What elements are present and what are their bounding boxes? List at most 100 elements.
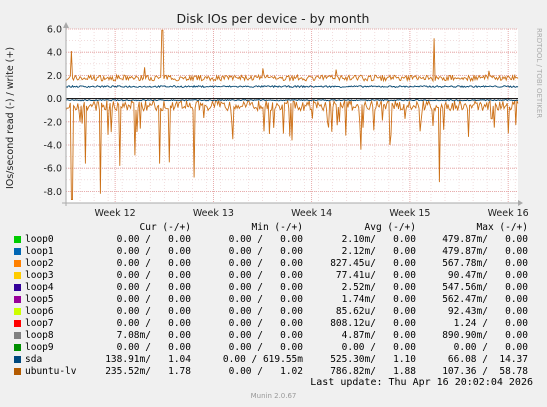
legend-label: loop9 xyxy=(25,342,54,353)
y-tick-labels: -8.0 -6.0 -4.0 -2.0 0.0 2.0 4.0 6.0 xyxy=(43,25,62,198)
legend-row-loop1: loop1 0.00 / 0.00 0.00 / 0.00 2.12m/ 0.00 47… xyxy=(14,246,534,258)
legend-min-value: 0.00 / 0.00 xyxy=(228,342,303,353)
legend-min-value: 0.00 / 0.00 xyxy=(228,258,303,269)
legend-label: loop3 xyxy=(25,270,54,281)
y-tick-label: 6.0 xyxy=(47,25,62,36)
header-avg: Avg (-/+) xyxy=(364,222,416,233)
series-sda-read xyxy=(65,99,519,102)
x-tick-label: Week 15 xyxy=(389,208,430,219)
legend-min-value: 0.00 / 0.00 xyxy=(228,246,303,257)
legend: Cur (-/+) Min (-/+) Avg (-/+) Max (-/+) … xyxy=(14,222,534,378)
legend-avg-value: 4.87m/ 0.00 xyxy=(341,330,416,341)
legend-min-value: 0.00 / 0.00 xyxy=(228,234,303,245)
legend-label: loop2 xyxy=(25,258,54,269)
rrdtool-credit: RRDTOOL / TOBI OETIKER xyxy=(535,28,543,118)
legend-max-value: 107.36 / 58.78 xyxy=(442,366,528,377)
legend-min-value: 0.00 / 1.02 xyxy=(228,366,303,377)
y-tick-label: -2.0 xyxy=(43,117,62,128)
legend-avg-value: 2.10m/ 0.00 xyxy=(341,234,416,245)
x-tick-label: Week 13 xyxy=(193,208,234,219)
series-ubuntu-lv-write xyxy=(65,29,519,83)
chart: Disk IOs per device - by month IOs/secon… xyxy=(5,11,543,219)
legend-avg-value: 1.74m/ 0.00 xyxy=(341,294,416,305)
x-tick-label: Week 16 xyxy=(488,208,529,219)
legend-cur-value: 138.91m/ 1.04 xyxy=(105,354,191,365)
legend-avg-value: 85.62u/ 0.00 xyxy=(335,306,416,317)
y-tick-label: 0.0 xyxy=(47,94,62,105)
legend-max-value: 92.43m/ 0.00 xyxy=(447,306,528,317)
legend-row-sda: sda 138.91m/ 1.04 0.00 / 619.55m 525.30m/ 1… xyxy=(14,354,534,366)
legend-label: loop6 xyxy=(25,306,54,317)
y-tick-label: 2.0 xyxy=(47,71,62,82)
series-sda-write xyxy=(65,84,519,89)
x-tick-label: Week 12 xyxy=(95,208,136,219)
chart-title: Disk IOs per device - by month xyxy=(177,11,370,26)
legend-label: ubuntu-lv xyxy=(25,366,77,377)
legend-max-value: 890.90m/ 0.00 xyxy=(442,330,528,341)
legend-cur-value: 235.52m/ 1.78 xyxy=(105,366,191,377)
legend-row-loop2: loop2 0.00 / 0.00 0.00 / 0.00 827.45u/ 0.00… xyxy=(14,258,534,270)
legend-cur-value: 0.00 / 0.00 xyxy=(116,318,191,329)
legend-max-value: 547.56m/ 0.00 xyxy=(442,282,528,293)
legend-min-value: 0.00 / 0.00 xyxy=(228,330,303,341)
legend-swatch xyxy=(14,296,21,303)
y-axis-arrow xyxy=(63,22,69,28)
legend-label: sda xyxy=(25,354,43,365)
legend-avg-value: 786.82m/ 1.88 xyxy=(330,366,416,377)
legend-row-loop8: loop8 7.08m/ 0.00 0.00 / 0.00 4.87m/ 0.00 89… xyxy=(14,330,534,342)
legend-max-value: 0.00 / 0.00 xyxy=(453,342,528,353)
legend-avg-value: 808.12u/ 0.00 xyxy=(330,318,416,329)
y-axis-label: IOs/second read (-) / write (+) xyxy=(5,47,16,189)
legend-avg-value: 0.00 / 0.00 xyxy=(341,342,416,353)
legend-row-loop7: loop7 0.00 / 0.00 0.00 / 0.00 808.12u/ 0.00… xyxy=(14,318,534,330)
legend-avg-value: 77.41u/ 0.00 xyxy=(335,270,416,281)
last-update: Last update: Thu Apr 16 20:02:04 2026 xyxy=(310,377,533,388)
legend-row-loop4: loop4 0.00 / 0.00 0.00 / 0.00 2.52m/ 0.00 54… xyxy=(14,282,534,294)
legend-max-value: 562.47m/ 0.00 xyxy=(442,294,528,305)
legend-label: loop5 xyxy=(25,294,54,305)
legend-max-value: 90.47m/ 0.00 xyxy=(447,270,528,281)
legend-rows: loop0 0.00 / 0.00 0.00 / 0.00 2.10m/ 0.00 47… xyxy=(14,234,534,378)
legend-cur-value: 0.00 / 0.00 xyxy=(116,270,191,281)
legend-max-value: 66.08 / 14.37 xyxy=(447,354,528,365)
series-ubuntu-lv-read xyxy=(65,98,519,200)
legend-max-value: 479.87m/ 0.00 xyxy=(442,234,528,245)
legend-min-value: 0.00 / 0.00 xyxy=(228,306,303,317)
x-tick-label: Week 14 xyxy=(291,208,332,219)
legend-max-value: 1.24 / 0.00 xyxy=(453,318,528,329)
x-axis-arrow xyxy=(518,200,523,206)
legend-min-value: 0.00 / 0.00 xyxy=(228,294,303,305)
y-tick-label: 4.0 xyxy=(47,48,62,59)
munin-version: Munin 2.0.67 xyxy=(250,392,297,400)
legend-swatch xyxy=(14,236,21,243)
header-max: Max (-/+) xyxy=(476,222,528,233)
legend-swatch xyxy=(14,260,21,267)
grid xyxy=(65,28,518,204)
legend-cur-value: 7.08m/ 0.00 xyxy=(116,330,191,341)
legend-row-loop9: loop9 0.00 / 0.00 0.00 / 0.00 0.00 / 0.00 0.… xyxy=(14,342,534,354)
legend-swatch xyxy=(14,248,21,255)
legend-row-ubuntu-lv: ubuntu-lv 235.52m/ 1.78 0.00 / 1.02 786.82m… xyxy=(14,366,534,378)
legend-label: loop8 xyxy=(25,330,54,341)
legend-row-loop3: loop3 0.00 / 0.00 0.00 / 0.00 77.41u/ 0.00 9… xyxy=(14,270,534,282)
legend-swatch xyxy=(14,284,21,291)
legend-cur-value: 0.00 / 0.00 xyxy=(116,294,191,305)
legend-cur-value: 0.00 / 0.00 xyxy=(116,342,191,353)
legend-swatch xyxy=(14,272,21,279)
legend-swatch xyxy=(14,332,21,339)
legend-swatch xyxy=(14,344,21,351)
legend-cur-value: 0.00 / 0.00 xyxy=(116,306,191,317)
series-lines xyxy=(65,29,519,200)
legend-avg-value: 2.52m/ 0.00 xyxy=(341,282,416,293)
legend-swatch xyxy=(14,356,21,363)
y-tick-label: -6.0 xyxy=(43,164,62,175)
legend-row-loop0: loop0 0.00 / 0.00 0.00 / 0.00 2.10m/ 0.00 47… xyxy=(14,234,534,246)
legend-header: Cur (-/+) Min (-/+) Avg (-/+) Max (-/+) xyxy=(14,222,534,234)
legend-cur-value: 0.00 / 0.00 xyxy=(116,246,191,257)
legend-row-loop6: loop6 0.00 / 0.00 0.00 / 0.00 85.62u/ 0.00 9… xyxy=(14,306,534,318)
header-min: Min (-/+) xyxy=(251,222,303,233)
y-tick-label: -8.0 xyxy=(43,187,62,198)
header-cur: Cur (-/+) xyxy=(139,222,191,233)
legend-label: loop0 xyxy=(25,234,54,245)
legend-label: loop1 xyxy=(25,246,54,257)
